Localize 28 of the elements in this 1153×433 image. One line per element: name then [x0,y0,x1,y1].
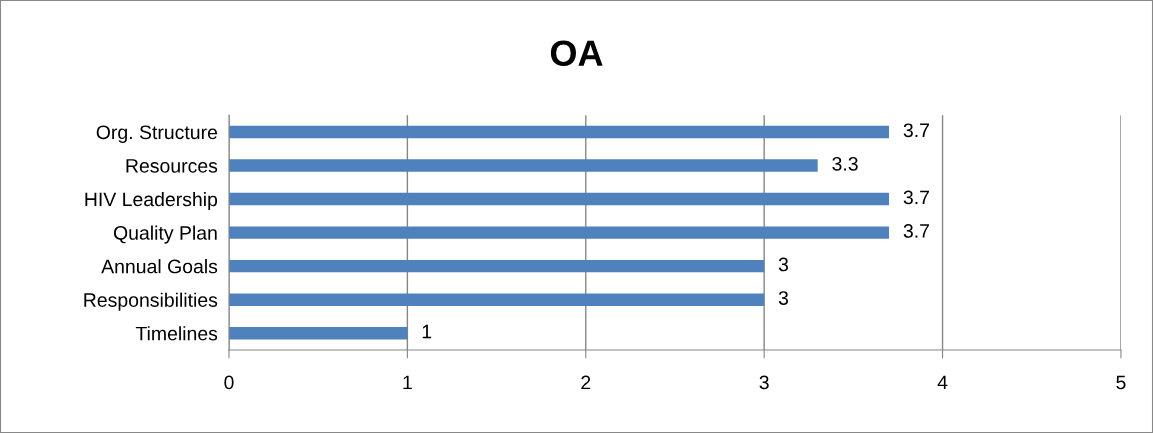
bar [228,192,890,206]
y-tick-label: Resources [126,159,218,173]
y-tick-label: HIV Leadership [85,192,218,211]
x-tick-label: 3 [759,375,769,390]
bar [228,327,408,340]
data-label: 3.7 [903,224,929,238]
bar [228,293,765,306]
data-label: 3.3 [832,156,858,171]
bar [228,159,818,172]
bar [228,125,890,139]
data-label: 3 [778,291,789,305]
x-tick-label: 1 [403,375,412,390]
x-tick-label: 2 [581,375,591,390]
y-tick-label: Org. Structure [96,125,218,144]
bar [228,259,765,273]
x-tick-label: 0 [224,375,234,390]
data-label: 3.7 [903,190,929,205]
y-tick-label: Annual Goals [101,259,218,274]
data-label: 1 [422,324,432,339]
data-label: 3 [778,257,789,272]
bar [228,226,890,239]
y-tick-label: Quality Plan [113,225,217,244]
x-tick-label: 5 [1116,375,1126,390]
x-tick-label: 4 [937,375,948,390]
chart-title: OA [550,40,603,66]
data-label: 3.7 [903,123,929,138]
y-tick-label: Responsibilities [84,292,218,311]
y-tick-label: Timelines [135,326,218,341]
